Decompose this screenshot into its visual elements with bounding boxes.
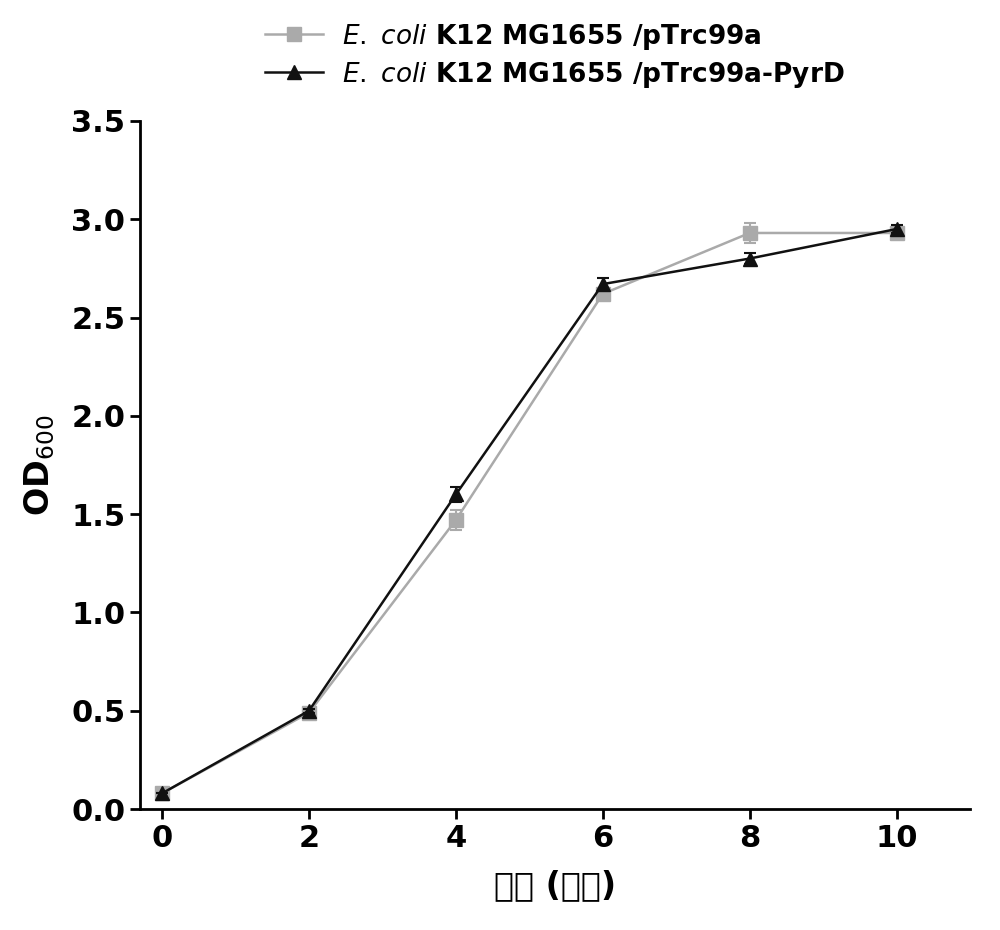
Legend: $\it{E.\ coli}$ K12 MG1655 /pTrc99a, $\it{E.\ coli}$ K12 MG1655 /pTrc99a-PyrD: $\it{E.\ coli}$ K12 MG1655 /pTrc99a, $\i… [255,12,855,100]
X-axis label: 时间 (小时): 时间 (小时) [494,870,616,902]
Y-axis label: OD$_{600}$: OD$_{600}$ [23,414,57,516]
